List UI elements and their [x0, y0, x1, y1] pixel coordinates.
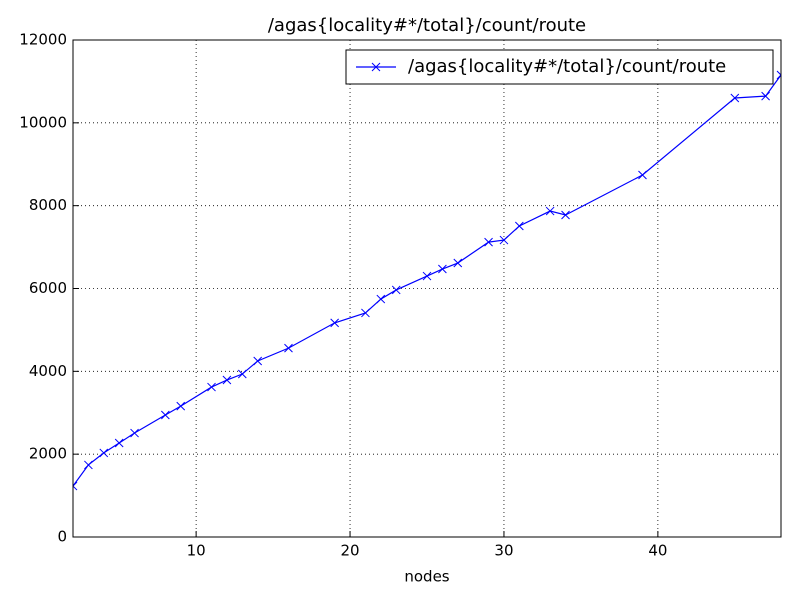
x-tick-label: 10 — [187, 542, 206, 560]
marker — [514, 221, 524, 231]
x-tick-label: 40 — [648, 542, 667, 560]
marker — [237, 369, 247, 379]
y-tick-label: 12000 — [19, 31, 67, 49]
marker — [484, 237, 493, 247]
marker — [376, 294, 386, 304]
plot-frame — [72, 39, 782, 538]
x-tick-label: 30 — [494, 542, 513, 560]
legend-marker — [371, 62, 381, 72]
marker — [222, 375, 232, 385]
marker — [730, 93, 740, 103]
y-tick-label: 4000 — [29, 362, 67, 380]
legend-box — [345, 49, 774, 85]
marker — [453, 258, 463, 268]
y-tick-label: 8000 — [29, 196, 67, 214]
y-tick-label: 6000 — [29, 279, 67, 297]
marker — [361, 308, 370, 318]
y-tick-label: 2000 — [29, 445, 67, 463]
marker — [84, 460, 93, 470]
marker — [207, 382, 216, 392]
marker — [438, 264, 447, 274]
marker — [638, 170, 647, 180]
marker — [561, 210, 570, 220]
marker — [99, 448, 109, 458]
marker — [176, 401, 186, 411]
marker — [776, 70, 781, 80]
legend-label: /agas{locality#*/total}/count/route — [408, 56, 726, 77]
marker — [114, 438, 124, 448]
marker — [284, 343, 293, 353]
marker — [422, 271, 432, 281]
marker — [330, 318, 340, 328]
marker — [545, 206, 555, 216]
marker — [499, 235, 509, 245]
marker — [130, 428, 139, 438]
y-tick-label: 0 — [57, 528, 67, 546]
marker — [391, 285, 401, 295]
marker — [253, 356, 263, 366]
chart-title: /agas{locality#*/total}/count/route — [268, 15, 586, 36]
marker — [160, 410, 170, 420]
marker — [761, 91, 770, 101]
x-tick-label: 20 — [340, 542, 359, 560]
x-axis-label: nodes — [404, 568, 449, 586]
y-tick-label: 10000 — [19, 113, 67, 131]
series-line — [73, 74, 781, 487]
marker — [73, 481, 78, 491]
